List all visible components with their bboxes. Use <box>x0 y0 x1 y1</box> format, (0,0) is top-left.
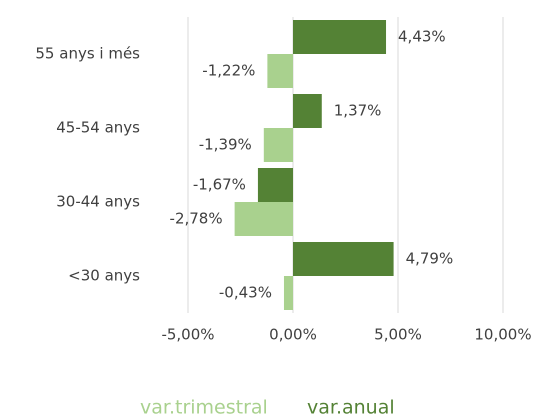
bar <box>267 54 293 88</box>
legend-label: var.anual <box>307 397 395 419</box>
y-tick-label: 30-44 anys <box>56 193 140 211</box>
y-tick-label: 45-54 anys <box>56 119 140 137</box>
x-tick-label: 0,00% <box>269 326 317 344</box>
bar <box>293 20 387 54</box>
value-label: -0,43% <box>219 284 272 302</box>
value-label: 4,79% <box>406 250 454 268</box>
value-label: 4,43% <box>398 28 446 46</box>
bar <box>293 242 394 276</box>
y-tick-label: <30 anys <box>68 267 140 285</box>
bar <box>263 128 293 162</box>
value-label: -1,22% <box>202 62 255 80</box>
y-tick-label: 55 anys i més <box>35 45 140 63</box>
value-label: 1,37% <box>334 102 382 120</box>
x-tick-label: -5,00% <box>161 326 214 344</box>
value-label: -1,39% <box>199 136 252 154</box>
bar <box>293 94 322 128</box>
bar <box>234 202 293 236</box>
value-label: -2,78% <box>170 210 223 228</box>
value-label: -1,67% <box>193 176 246 194</box>
bar <box>283 276 293 310</box>
bar <box>257 168 293 202</box>
legend-label: var.trimestral <box>140 397 268 419</box>
x-tick-label: 5,00% <box>374 326 422 344</box>
x-tick-label: 10,00% <box>474 326 531 344</box>
